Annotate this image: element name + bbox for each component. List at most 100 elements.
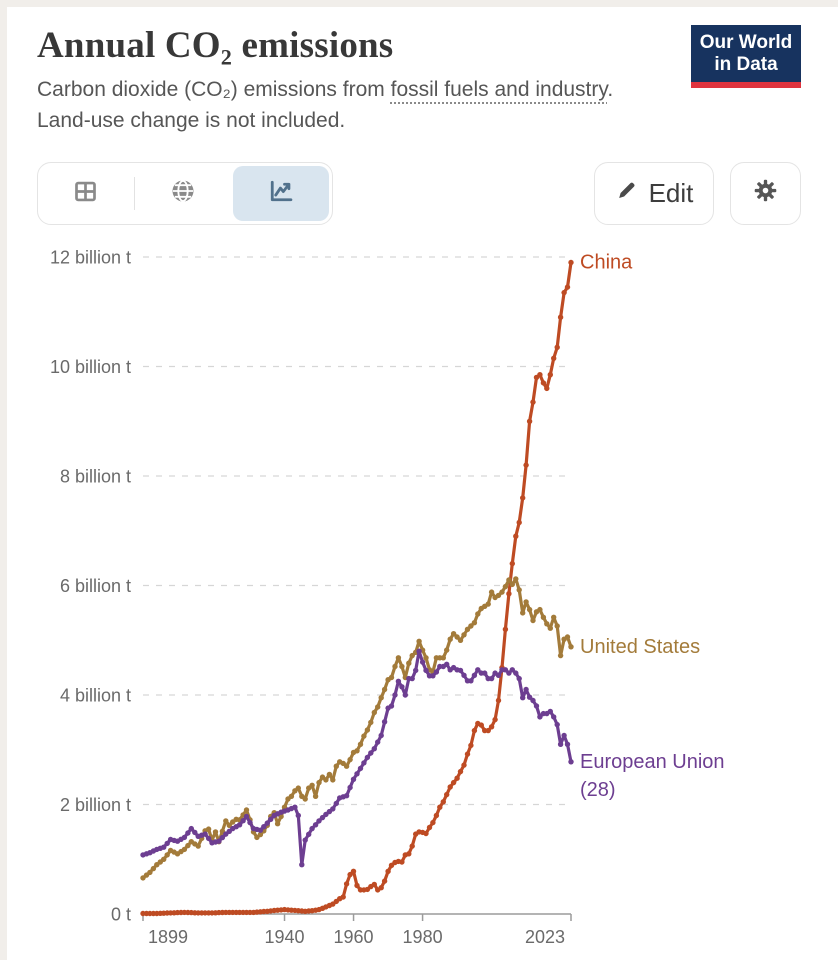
data-point[interactable] (264, 820, 270, 826)
data-point[interactable] (147, 869, 153, 876)
data-point[interactable] (368, 750, 374, 756)
data-point[interactable] (392, 663, 398, 670)
data-point[interactable] (457, 637, 464, 643)
data-point[interactable] (520, 610, 526, 616)
data-point[interactable] (378, 695, 384, 701)
data-point[interactable] (551, 355, 557, 361)
data-point[interactable] (537, 372, 543, 378)
data-point[interactable] (530, 399, 536, 405)
data-point[interactable] (516, 675, 522, 682)
data-point[interactable] (361, 733, 367, 739)
data-point[interactable] (378, 732, 384, 739)
data-point[interactable] (502, 626, 509, 632)
data-point[interactable] (312, 793, 319, 799)
data-point[interactable] (547, 372, 553, 378)
data-point[interactable] (530, 697, 536, 704)
data-point[interactable] (295, 812, 301, 819)
data-point[interactable] (392, 692, 398, 698)
data-point[interactable] (202, 831, 208, 837)
data-point[interactable] (568, 759, 574, 765)
data-point[interactable] (292, 804, 298, 810)
data-point[interactable] (395, 655, 402, 661)
data-point[interactable] (513, 576, 519, 582)
data-point[interactable] (516, 519, 522, 526)
data-point[interactable] (488, 724, 495, 730)
data-point[interactable] (468, 678, 474, 684)
data-point[interactable] (509, 667, 515, 673)
series-points-china[interactable] (140, 259, 574, 917)
data-point[interactable] (499, 589, 505, 595)
data-point[interactable] (513, 670, 519, 676)
data-point[interactable] (557, 314, 564, 320)
data-point[interactable] (492, 716, 498, 723)
owid-logo[interactable]: Our World in Data (691, 25, 801, 88)
data-point[interactable] (340, 894, 346, 900)
data-point[interactable] (564, 634, 571, 640)
data-point[interactable] (205, 826, 212, 832)
data-point[interactable] (261, 824, 267, 830)
data-point[interactable] (274, 821, 281, 827)
data-point[interactable] (551, 714, 557, 720)
data-point[interactable] (509, 581, 515, 588)
data-point[interactable] (506, 670, 512, 676)
data-point[interactable] (482, 670, 488, 676)
data-point[interactable] (457, 667, 464, 674)
data-point[interactable] (223, 818, 229, 824)
data-point[interactable] (212, 829, 219, 835)
series-label-china[interactable]: China (580, 251, 633, 273)
data-point[interactable] (388, 703, 395, 709)
data-point[interactable] (354, 771, 360, 777)
data-point[interactable] (540, 380, 547, 386)
data-point[interactable] (461, 632, 467, 638)
data-point[interactable] (150, 865, 157, 872)
data-point[interactable] (471, 727, 478, 734)
data-point[interactable] (557, 652, 564, 659)
data-point[interactable] (523, 462, 529, 468)
data-point[interactable] (312, 822, 319, 828)
data-point[interactable] (471, 672, 478, 678)
series-label-united-states[interactable]: United States (580, 636, 700, 658)
data-point[interactable] (447, 636, 453, 642)
data-point[interactable] (437, 804, 443, 810)
data-point[interactable] (413, 667, 419, 674)
data-point[interactable] (557, 741, 564, 747)
data-point[interactable] (375, 739, 381, 745)
data-point[interactable] (399, 859, 405, 865)
data-point[interactable] (243, 813, 250, 820)
data-point[interactable] (564, 741, 571, 747)
data-point[interactable] (468, 742, 474, 749)
data-point[interactable] (381, 686, 388, 693)
series-points-european-union-28[interactable] (140, 648, 574, 868)
data-point[interactable] (323, 777, 329, 783)
data-point[interactable] (395, 678, 402, 684)
data-point[interactable] (302, 796, 308, 802)
data-point[interactable] (378, 885, 384, 891)
data-point[interactable] (347, 871, 353, 878)
data-point[interactable] (288, 793, 295, 799)
data-point[interactable] (354, 748, 360, 754)
data-point[interactable] (161, 844, 167, 850)
data-point[interactable] (192, 829, 198, 836)
data-point[interactable] (564, 284, 571, 290)
data-point[interactable] (430, 819, 436, 826)
data-point[interactable] (357, 765, 364, 772)
data-point[interactable] (502, 667, 509, 673)
data-point[interactable] (161, 856, 167, 862)
data-point[interactable] (333, 800, 339, 807)
data-point[interactable] (540, 614, 547, 620)
data-point[interactable] (433, 669, 440, 675)
data-point[interactable] (316, 779, 322, 786)
data-point[interactable] (547, 625, 553, 631)
data-point[interactable] (371, 746, 377, 752)
data-point[interactable] (488, 675, 495, 682)
data-point[interactable] (316, 818, 322, 824)
data-point[interactable] (333, 763, 339, 769)
data-point[interactable] (309, 825, 315, 832)
data-point[interactable] (433, 812, 440, 819)
data-point[interactable] (551, 614, 557, 620)
data-point[interactable] (330, 777, 336, 783)
data-point[interactable] (523, 686, 529, 693)
data-point[interactable] (364, 754, 371, 761)
data-point[interactable] (523, 599, 529, 605)
data-point[interactable] (495, 672, 502, 678)
